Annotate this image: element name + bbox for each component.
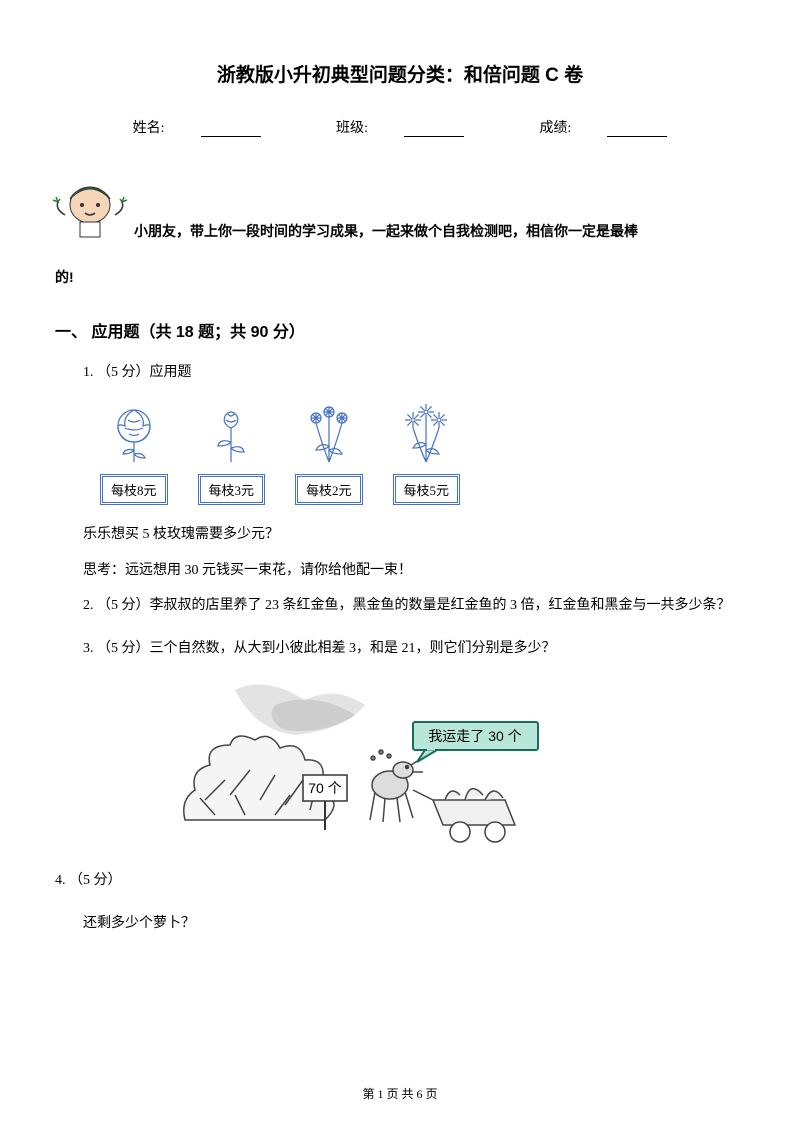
q1-stem: 1. （5 分）应用题: [55, 362, 745, 384]
q4-stem: 4. （5 分）: [55, 870, 745, 892]
info-line: 姓名: 班级: 成绩:: [55, 117, 745, 137]
q1-sub1: 乐乐想买 5 枝玫瑰需要多少元？: [55, 523, 745, 543]
q1-sub2: 思考：远远想用 30 元钱买一束花，请你给他配一束！: [55, 559, 745, 579]
flower-2: 每枝3元: [198, 404, 266, 505]
price-1: 每枝8元: [100, 474, 168, 505]
scene-illustration: 70 个 我运走了 30 个: [175, 680, 545, 860]
score-label: 成绩:: [521, 121, 685, 136]
bubble-text: 我运走了 30 个: [428, 728, 521, 744]
page-footer: 第 1 页 共 6 页: [0, 1085, 800, 1102]
flower-3: 每枝2元: [295, 404, 363, 505]
price-4: 每枝5元: [393, 474, 461, 505]
intro: 小朋友，带上你一段时间的学习成果，一起来做个自我检测吧，相信你一定是最棒: [55, 167, 745, 247]
flower-peony-icon: [103, 404, 165, 468]
flower-rose-icon: [200, 404, 262, 468]
q2: 2. （5 分）李叔叔的店里养了 23 条红金鱼，黑金鱼的数量是红金鱼的 3 倍…: [55, 595, 745, 617]
price-2: 每枝3元: [198, 474, 266, 505]
flower-4: 每枝5元: [393, 404, 461, 505]
name-label: 姓名:: [115, 121, 279, 136]
price-3: 每枝2元: [295, 474, 363, 505]
flower-violet-icon: [298, 404, 360, 468]
mascot-icon: [50, 167, 130, 247]
class-label: 班级:: [318, 121, 482, 136]
intro-text-2: 的!: [55, 262, 745, 293]
flowers-row: 每枝8元 每枝3元 每枝2元: [100, 404, 745, 505]
flower-1: 每枝8元: [100, 404, 168, 505]
q4-sub: 还剩多少个萝卜？: [55, 912, 745, 932]
intro-text-1: 小朋友，带上你一段时间的学习成果，一起来做个自我检测吧，相信你一定是最棒: [134, 223, 638, 239]
page-title: 浙教版小升初典型问题分类：和倍问题 C 卷: [55, 60, 745, 87]
q3: 3. （5 分）三个自然数，从大到小彼此相差 3，和是 21，则它们分别是多少？: [55, 638, 745, 660]
sign-text: 70 个: [308, 780, 341, 796]
section-heading: 一、 应用题（共 18 题；共 90 分）: [55, 318, 745, 342]
flower-daisy-icon: [395, 404, 457, 468]
